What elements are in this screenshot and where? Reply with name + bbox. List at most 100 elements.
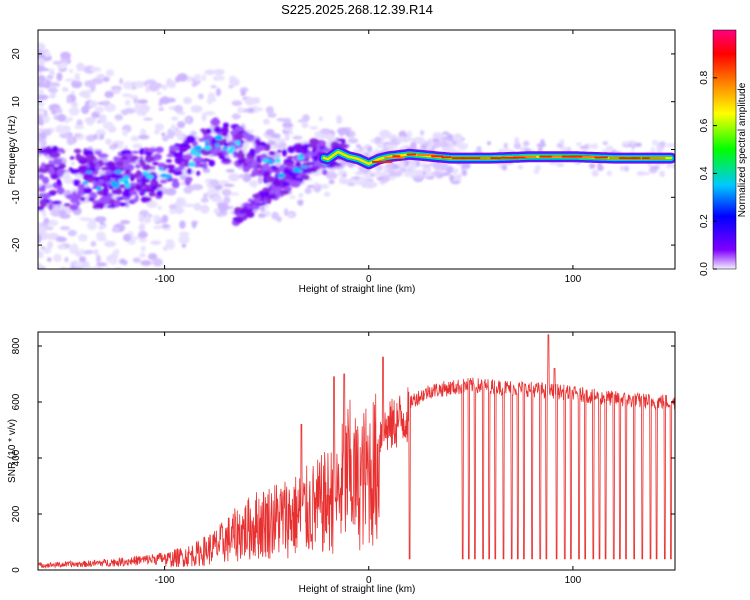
spectrogram-cell [249,129,255,133]
spectrogram-cell [48,170,56,175]
spectrogram-cell [36,305,44,309]
spectrogram-cell [266,194,277,200]
spectrogram-cell [579,145,589,149]
spectrogram-cell [271,211,280,220]
spectrogram-cell [130,135,139,142]
spectrogram-cell [38,173,45,180]
spectrogram-cell [70,101,79,108]
spectrogram-cell [376,142,384,149]
spectrogram-cell [104,103,116,113]
spectrogram-cell [188,161,196,167]
spectrogram-cell [247,107,255,114]
spectrogram-cell [225,168,235,173]
spectrogram-cell [270,146,279,150]
spectrogram-cell [112,182,120,188]
spectrogram-cell [218,180,230,185]
spectrogram-cell [624,165,630,172]
spectrogram-cell [37,306,47,310]
spectrogram-cell [199,163,204,168]
spectrogram-cell [142,171,150,176]
spectrogram-cell [325,172,338,180]
spectrogram-cell [176,197,184,207]
spectrogram-cell [204,140,210,144]
spectrogram-cell [138,214,145,223]
spectrogram-cell [154,123,165,131]
spectrogram-cell [656,148,663,154]
spectrogram-cell [114,169,123,174]
spectrogram-cell [242,214,248,221]
spectrogram-cell [174,129,183,138]
spectrogram-cell [66,194,75,200]
spectrogram-ytick-label: 20 [11,48,22,60]
spectrogram-cell [165,159,172,163]
spectrogram-cell [67,117,74,122]
spectrogram-cell [63,203,71,207]
spectrogram-cell [325,133,335,141]
spectrogram-cell [171,116,179,121]
spectrogram-cell [452,133,463,143]
spectrogram-cell [399,167,407,173]
colorbar-label: Normalized spectral amplitude [737,82,748,217]
spectrogram-cell [38,116,44,126]
spectrogram-cell [90,266,102,269]
spectrogram-cell [190,148,196,154]
spectrogram-cell [124,199,130,209]
spectrogram-cell [242,173,252,183]
spectrogram-cell [88,100,98,108]
spectrogram-cell [211,196,222,203]
spectrogram-cell [666,143,675,148]
spectrogram-cell [193,151,202,157]
spectrogram-cell [62,127,71,132]
spectrogram-cell [138,134,150,140]
spectrogram-cell [282,126,294,132]
spectrogram-cell [40,245,46,250]
spectrogram-cell [79,271,91,278]
spectrogram-cell [379,174,391,183]
spectrogram-cell [138,231,148,239]
spectrogram-cell [95,163,101,171]
spectrogram-cell [114,114,123,121]
spectrogram-cell [38,251,44,259]
spectrogram-cell [403,171,412,178]
spectrogram-cell [293,143,304,151]
spectrogram-cell [43,185,53,189]
spectrogram-cell [319,145,324,150]
spectrogram-xtick-label: -100 [155,274,175,285]
spectrogram-cell [33,277,44,284]
spectrogram-cell [129,190,138,196]
spectrogram-cell [161,132,166,137]
spectrogram-cell [77,155,85,160]
spectrogram-cell [70,290,76,293]
spectrogram-cell [94,150,102,155]
spectrogram-cell [57,236,65,241]
spectrogram-cell [55,124,65,134]
spectrogram-cell [168,204,177,210]
spectrogram-cell [257,176,263,185]
spectrogram-cell [38,89,45,95]
spectrogram-cell [122,233,132,242]
spectrogram-cell [52,159,63,166]
spectrogram-cell [313,146,318,152]
spectrogram-cell [74,72,81,82]
spectrogram-cell [145,85,150,93]
spectrogram-cell [381,171,391,176]
spectrogram-cell [79,275,84,279]
spectrogram-cell [619,165,625,172]
colorbar-tick-label: 0.0 [699,262,710,276]
spectrogram-cell [145,79,157,85]
spectrogram-cell [78,293,85,297]
spectrogram-cell [359,166,368,173]
spectrogram-cell [297,156,305,160]
spectrogram-cell [68,272,78,277]
spectrogram-cell [321,129,331,135]
spectrogram-cell [285,186,290,191]
spectrogram-cell [203,145,212,151]
spectrogram-xtick-label: 100 [565,274,582,285]
spectrogram-cell [263,118,270,125]
spectrogram-cell [38,58,45,67]
spectrogram-cell [140,196,151,203]
spectrogram-cell [134,80,145,89]
spectrogram-cell [177,156,182,162]
spectrogram-cell [205,128,212,135]
spectrogram-cell [191,221,197,229]
